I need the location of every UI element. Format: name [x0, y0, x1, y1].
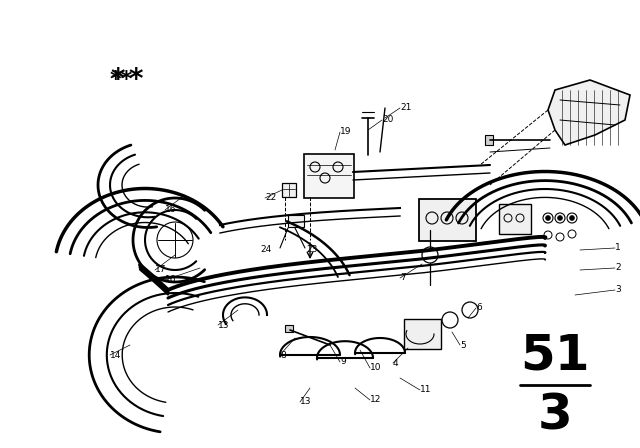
Text: 20: 20 [382, 116, 394, 125]
FancyBboxPatch shape [419, 199, 476, 241]
Text: 17: 17 [155, 266, 166, 275]
Text: 12: 12 [370, 396, 381, 405]
Circle shape [570, 215, 575, 220]
Text: 6: 6 [476, 303, 482, 313]
FancyBboxPatch shape [304, 154, 354, 198]
Text: 10: 10 [370, 363, 381, 372]
Text: 19: 19 [340, 128, 351, 137]
Text: 3: 3 [538, 391, 572, 439]
FancyBboxPatch shape [404, 319, 441, 349]
Text: 8: 8 [280, 350, 285, 359]
Text: 24: 24 [260, 246, 271, 254]
Text: 16: 16 [165, 206, 177, 215]
Bar [282, 183, 296, 197]
FancyBboxPatch shape [499, 204, 531, 234]
Text: 1: 1 [615, 244, 621, 253]
Polygon shape [548, 80, 630, 145]
Text: **: ** [110, 70, 133, 90]
Circle shape [545, 215, 550, 220]
Text: 14: 14 [110, 350, 122, 359]
Text: 11: 11 [420, 385, 431, 395]
Text: 23: 23 [306, 246, 317, 254]
Bar [285, 325, 293, 332]
Bar [485, 135, 493, 145]
Circle shape [557, 215, 563, 220]
Text: 5: 5 [460, 340, 466, 349]
Text: 21: 21 [400, 103, 412, 112]
Bar [288, 215, 304, 227]
Text: 4: 4 [393, 358, 399, 367]
Text: 16: 16 [165, 276, 177, 284]
Text: 7: 7 [400, 273, 406, 283]
Text: 2: 2 [615, 263, 621, 272]
Text: 51: 51 [520, 331, 590, 379]
Text: *: * [128, 66, 143, 94]
Text: 9: 9 [340, 358, 346, 366]
Text: 22: 22 [265, 194, 276, 202]
Text: *: * [110, 66, 125, 94]
Text: 13: 13 [300, 397, 312, 406]
Text: 3: 3 [615, 285, 621, 294]
Text: 13: 13 [218, 320, 230, 329]
